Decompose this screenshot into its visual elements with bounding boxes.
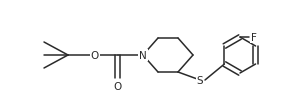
Text: N: N: [139, 51, 147, 60]
Text: S: S: [197, 75, 203, 85]
Text: O: O: [114, 81, 122, 91]
Text: O: O: [91, 51, 99, 60]
Text: F: F: [251, 33, 257, 43]
